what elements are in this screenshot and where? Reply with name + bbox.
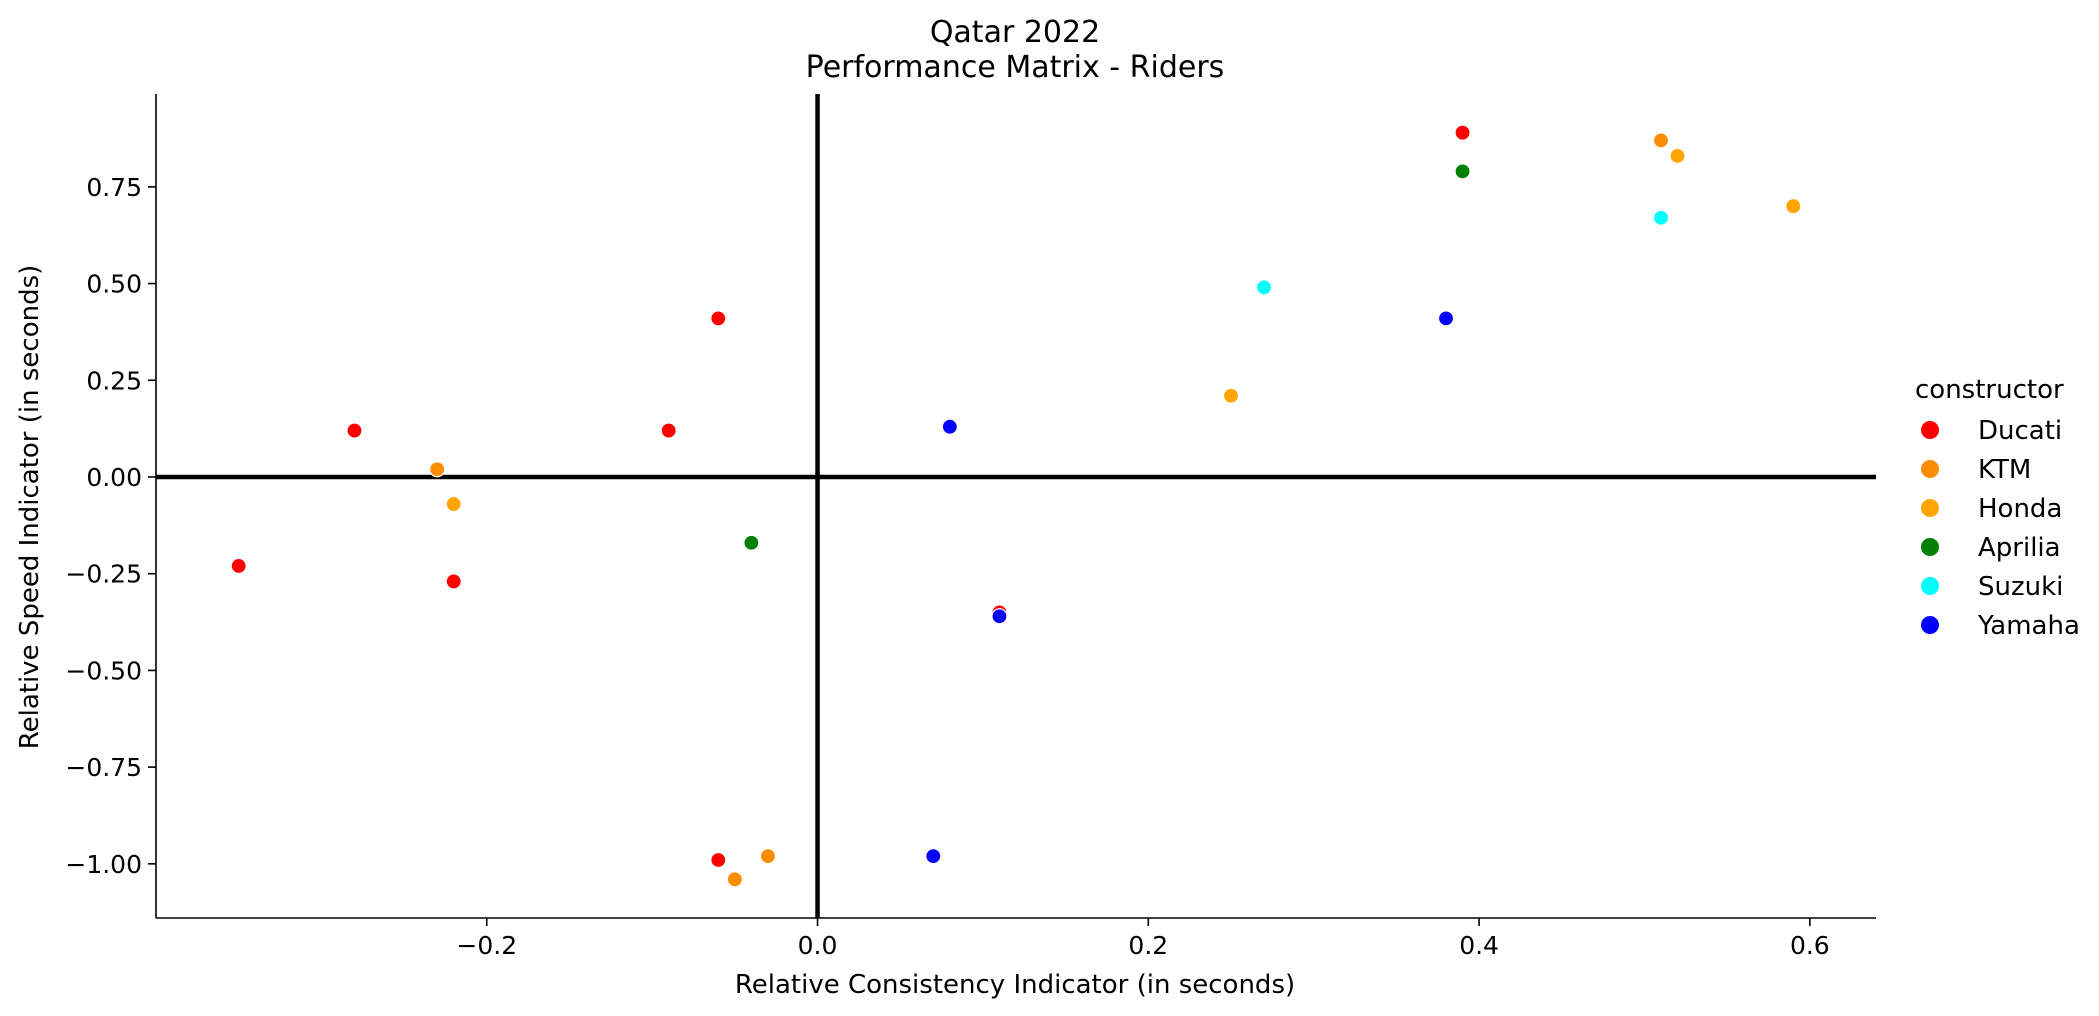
x-axis-label: Relative Consistency Indicator (in secon…: [735, 970, 1295, 1000]
data-point-ducati: [710, 851, 727, 869]
y-tick-label: 0.25: [86, 366, 142, 395]
data-point-ducati: [710, 310, 727, 327]
data-point-aprilia: [743, 534, 760, 551]
legend-marker-aprilia: [1921, 538, 1939, 556]
y-tick-label: −0.75: [65, 753, 142, 782]
legend-marker-ktm: [1921, 460, 1939, 478]
data-point-yamaha: [1437, 310, 1455, 327]
data-point-honda: [1785, 198, 1802, 215]
legend-label-ktm: KTM: [1978, 455, 2031, 485]
data-point-honda: [1669, 147, 1686, 164]
y-tick-label: 0.00: [86, 463, 142, 492]
y-tick-label: 0.75: [86, 173, 142, 202]
y-tick-label: −0.50: [65, 656, 142, 685]
chart-title-line-2: Performance Matrix - Riders: [806, 50, 1225, 85]
data-point-ktm: [1652, 132, 1670, 149]
data-point-ktm: [726, 871, 743, 888]
legend-marker-ducati: [1921, 421, 1939, 439]
y-tick-label: 0.50: [86, 270, 142, 299]
data-point-ducati: [346, 422, 363, 439]
x-tick-label: 0.2: [1128, 931, 1168, 960]
legend-marker-honda: [1921, 499, 1939, 517]
legend-marker-yamaha: [1921, 616, 1939, 634]
data-point-ducati: [1454, 124, 1471, 141]
data-point-honda: [1222, 387, 1240, 404]
chart-title: Qatar 2022 Performance Matrix - Riders: [806, 15, 1225, 85]
data-point-ktm: [759, 848, 777, 865]
data-point-yamaha: [941, 418, 958, 435]
legend-title: constructor: [1915, 375, 2064, 405]
x-tick-label: 0.6: [1790, 931, 1830, 960]
data-point-honda: [445, 495, 462, 513]
data-point-ducati: [660, 422, 677, 439]
y-tick-label: −1.00: [65, 850, 142, 879]
chart-title-line-1: Qatar 2022: [930, 15, 1100, 50]
y-axis-label: Relative Speed Indicator (in seconds): [15, 265, 45, 750]
legend-label-suzuki: Suzuki: [1978, 572, 2063, 602]
plot-area: −0.2 0.0 0.2 0.4 0.6 0.75 0.50 0.25 0.00 −0.25 −0.…: [65, 94, 1876, 960]
x-tick-label: −0.2: [456, 931, 517, 960]
data-point-yamaha: [925, 848, 942, 865]
legend: constructor Ducati KTM Honda Aprilia Suzuki Y…: [1915, 375, 2080, 641]
data-point-ducati: [445, 573, 462, 590]
data-point-ktm: [429, 461, 446, 478]
data-point-yamaha: [991, 608, 1008, 625]
y-tick-label: −0.25: [65, 560, 142, 589]
legend-label-aprilia: Aprilia: [1978, 533, 2061, 563]
legend-label-honda: Honda: [1978, 494, 2062, 524]
legend-label-yamaha: Yamaha: [1977, 611, 2080, 641]
data-point-suzuki: [1652, 209, 1670, 226]
data-point-suzuki: [1255, 279, 1273, 296]
data-point-aprilia: [1454, 163, 1471, 180]
x-tick-label: 0.4: [1459, 931, 1499, 960]
legend-marker-suzuki: [1921, 577, 1939, 595]
x-tick-label: 0.0: [798, 931, 838, 960]
data-point-ducati: [230, 557, 247, 575]
legend-label-ducati: Ducati: [1978, 416, 2062, 446]
